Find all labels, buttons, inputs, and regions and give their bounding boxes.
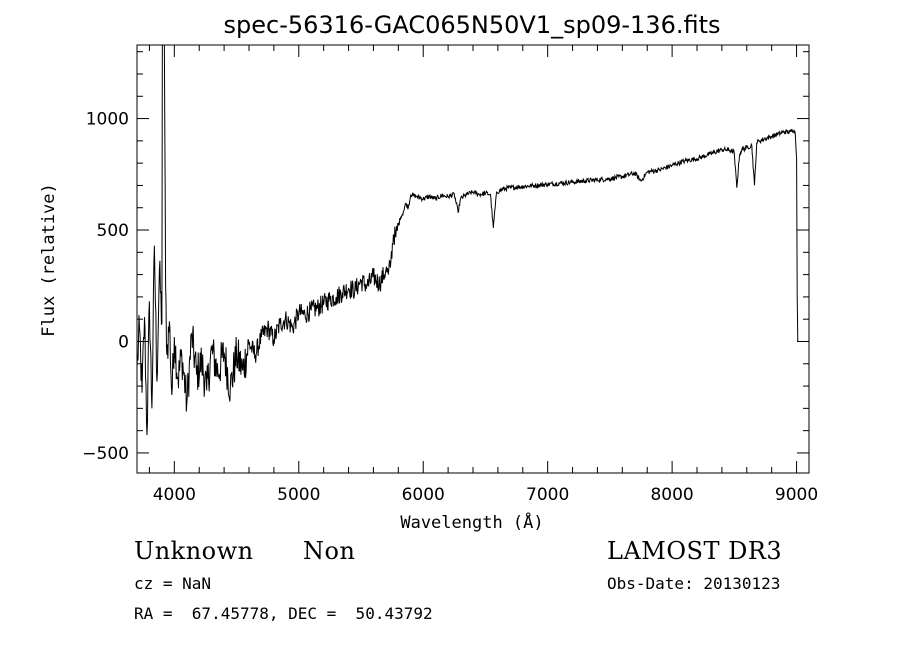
y-tick-label: 1000: [86, 110, 129, 130]
x-axis-label: Wavelength (Å): [400, 511, 543, 533]
x-tick-label: 9000: [775, 485, 818, 505]
y-axis-label: Flux (relative): [39, 183, 59, 337]
object-class: Unknown: [134, 537, 254, 565]
x-tick-label: 7000: [526, 485, 569, 505]
y-tick-labels: −500 0 500 1000: [82, 110, 129, 464]
x-tick-label: 6000: [402, 485, 445, 505]
x-tick-label: 4000: [153, 485, 196, 505]
coordinates-text: RA = 67.45778, DEC = 50.43792: [134, 604, 433, 623]
y-tick-label: 0: [118, 332, 129, 352]
survey-name: LAMOST DR3: [607, 537, 783, 565]
object-subclass: Non: [303, 537, 356, 565]
chart-title: spec-56316-GAC065N50V1_sp09-136.fits: [224, 11, 721, 39]
y-tick-label: −500: [82, 444, 129, 464]
y-tick-label: 500: [97, 221, 129, 241]
observation-date: Obs-Date: 20130123: [607, 574, 781, 593]
x-tick-labels: 4000 5000 6000 7000 8000 9000: [153, 485, 818, 505]
spectrum-line: [137, 45, 799, 436]
x-tick-label: 5000: [277, 485, 320, 505]
redshift-text: cz = NaN: [134, 574, 212, 593]
plot-frame: [136, 44, 810, 474]
x-tick-label: 8000: [650, 485, 693, 505]
axis-ticks: [137, 45, 809, 473]
